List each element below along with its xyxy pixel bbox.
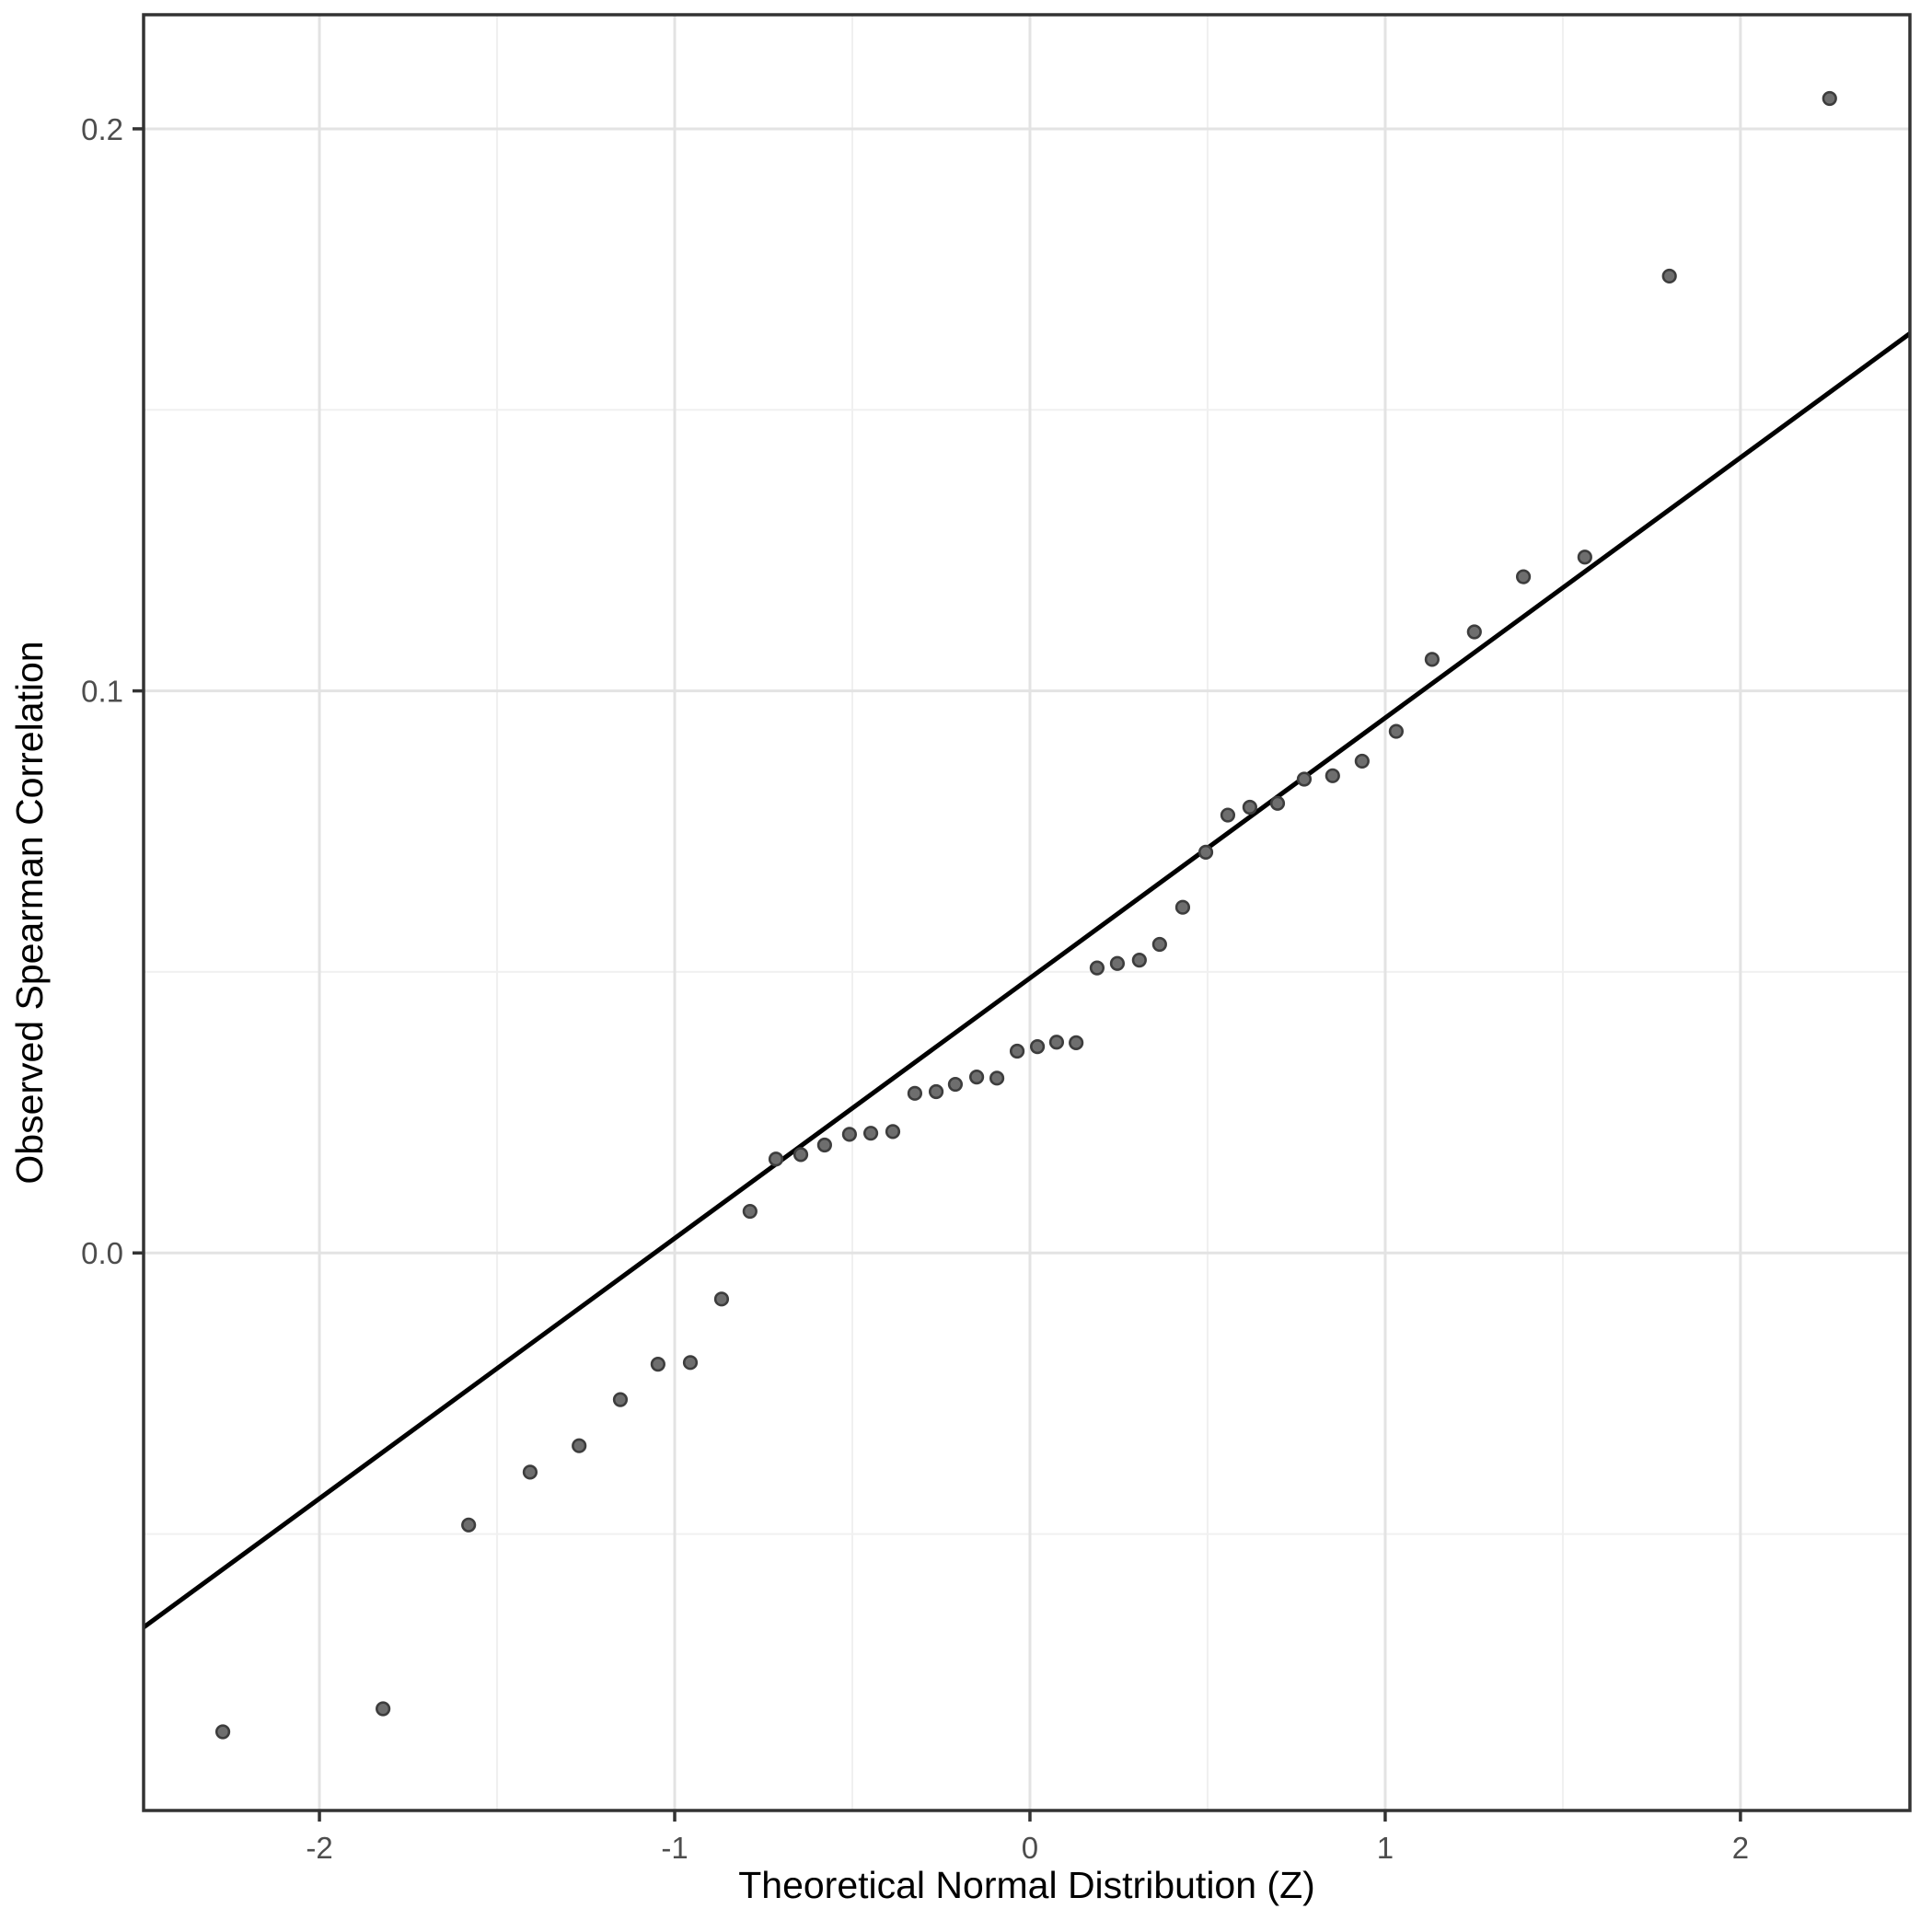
reference-line-group — [142, 331, 1912, 1630]
data-point — [1174, 899, 1191, 915]
data-point — [1220, 807, 1236, 823]
scatter-points — [214, 90, 1837, 1740]
data-point — [1325, 768, 1340, 783]
data-point — [650, 1357, 665, 1372]
data-point — [768, 1151, 784, 1167]
data-point — [1197, 844, 1214, 860]
data-point — [1354, 753, 1370, 769]
x-tick-label: -1 — [661, 1831, 688, 1865]
data-point — [214, 1724, 231, 1740]
data-point — [1242, 799, 1257, 816]
y-axis-title: Observed Spearman Correlation — [8, 641, 51, 1184]
y-tick-label: 0.0 — [81, 1236, 123, 1270]
data-point — [1089, 960, 1105, 976]
data-point — [1029, 1039, 1046, 1055]
data-point — [376, 1701, 391, 1717]
data-point — [1515, 569, 1532, 584]
data-point — [1009, 1043, 1025, 1059]
data-point — [1131, 952, 1147, 968]
data-point — [907, 1085, 923, 1101]
x-tick-label: 2 — [1732, 1831, 1749, 1865]
x-tick-label: 0 — [1022, 1831, 1038, 1865]
data-point — [928, 1083, 944, 1100]
data-point — [1661, 268, 1677, 284]
data-point — [792, 1147, 809, 1163]
minor-gridlines — [144, 15, 1910, 1811]
data-point — [968, 1070, 985, 1085]
data-point — [572, 1438, 587, 1453]
data-point — [1822, 90, 1837, 107]
data-point — [816, 1137, 832, 1153]
x-axis-title: Theoretical Normal Distribution (Z) — [738, 1864, 1315, 1906]
major-gridlines — [144, 15, 1910, 1811]
x-tick-label: 1 — [1377, 1831, 1394, 1865]
y-tick-label: 0.2 — [81, 112, 123, 146]
data-point — [1269, 795, 1286, 811]
data-point — [1424, 652, 1440, 667]
data-point — [522, 1464, 538, 1480]
panel-border — [142, 13, 1912, 1812]
data-point — [841, 1127, 858, 1142]
data-point — [989, 1070, 1005, 1086]
data-point — [1048, 1035, 1065, 1050]
qq-reference-line — [142, 331, 1912, 1630]
data-point — [1388, 723, 1404, 739]
data-point — [1151, 936, 1167, 953]
data-point — [1466, 624, 1482, 640]
data-point — [713, 1291, 730, 1307]
data-point — [1069, 1035, 1084, 1050]
data-point — [1577, 550, 1592, 565]
axis-tick-labels: -2 -1 0 1 2 0.0 0.1 0.2 — [81, 112, 1749, 1865]
y-tick-label: 0.1 — [81, 675, 123, 709]
data-point — [1296, 771, 1313, 787]
data-point — [612, 1392, 629, 1407]
data-point — [461, 1517, 477, 1533]
data-point — [742, 1203, 758, 1220]
axis-tick-marks — [133, 127, 1742, 1822]
data-point — [947, 1076, 964, 1093]
data-point — [862, 1126, 879, 1141]
x-tick-label: -2 — [306, 1831, 332, 1865]
data-point — [1109, 955, 1126, 971]
data-point — [885, 1124, 901, 1140]
data-point — [682, 1355, 699, 1371]
